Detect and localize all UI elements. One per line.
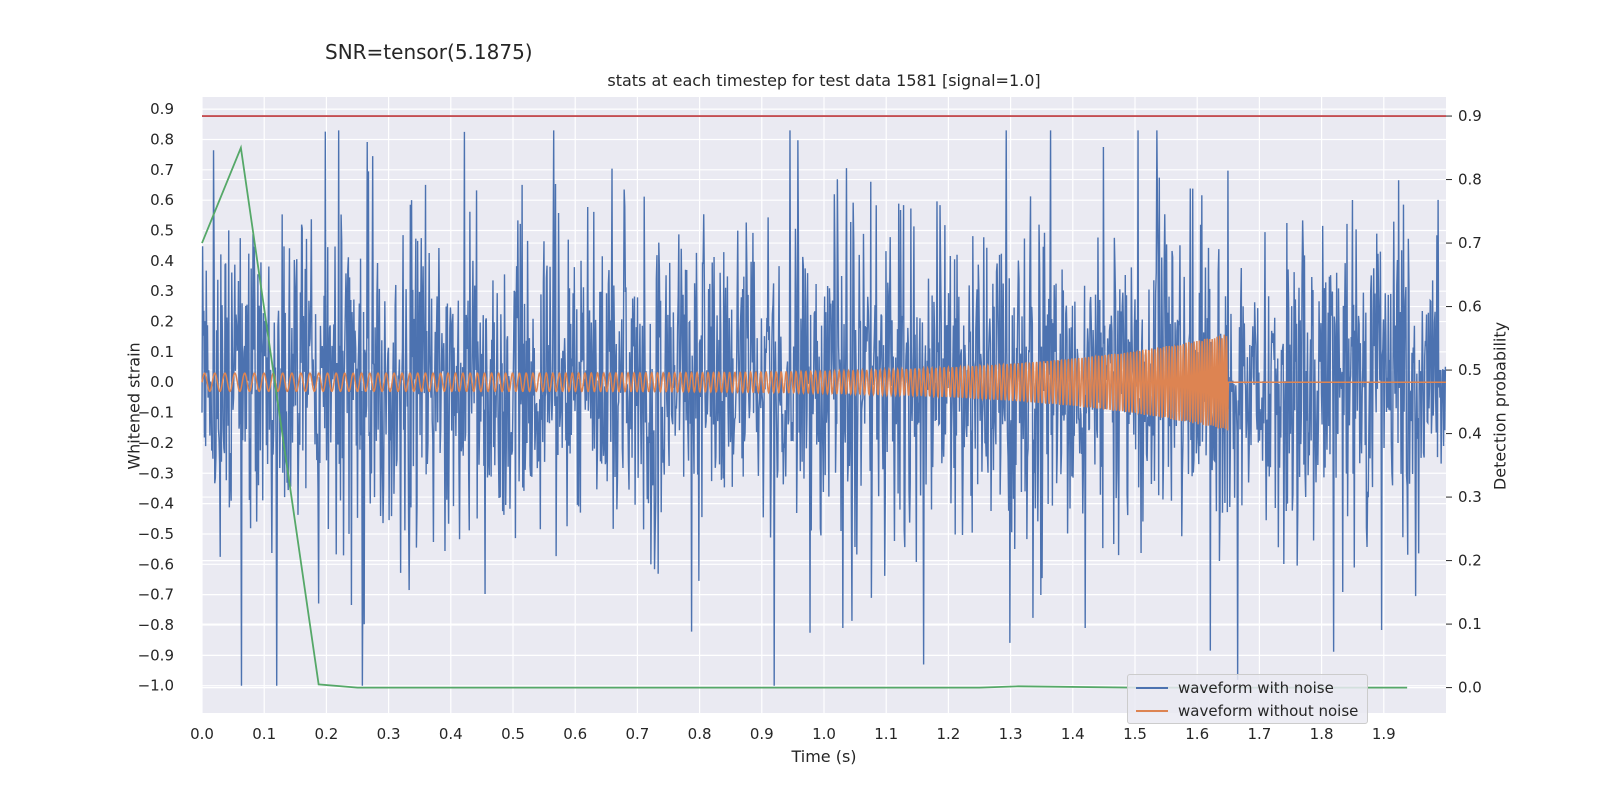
y2-tick-label-4: 0.5: [1458, 361, 1482, 379]
y-tick-label-9: 0.0: [150, 373, 174, 391]
x-tick-label-2: 0.2: [314, 725, 338, 743]
x-tick-label-9: 0.9: [750, 725, 774, 743]
y2-tick-label-1: 0.8: [1458, 171, 1482, 189]
legend-label-clean: waveform without noise: [1178, 702, 1359, 720]
legend-entry-noise: waveform with noise: [1136, 678, 1334, 698]
y-tick-label-19: −1.0: [138, 677, 174, 695]
x-tick-label-6: 0.6: [563, 725, 587, 743]
series-layer: [201, 115, 1447, 689]
x-tick-label-3: 0.3: [377, 725, 401, 743]
y-tick-label-11: −0.2: [138, 434, 174, 452]
y2-tick-label-6: 0.3: [1458, 488, 1482, 506]
legend: waveform with noise waveform without noi…: [1127, 674, 1368, 724]
y-tick-label-14: −0.5: [138, 525, 174, 543]
chart-title: stats at each timestep for test data 158…: [607, 71, 1041, 90]
y-axis-label: Whitened strain: [124, 342, 144, 470]
x-axis-label: Time (s): [791, 747, 857, 766]
x-tick-label-7: 0.7: [625, 725, 649, 743]
y2-tick-label-0: 0.9: [1458, 107, 1482, 125]
legend-label-noise: waveform with noise: [1178, 679, 1334, 697]
ticks: 0.0 0.1 0.2 0.3 0.4 0.5 0.6 0.7 0.8 0.9 1.0 1.1 1.2 1…: [138, 100, 1482, 743]
y2-axis-label: Detection probability: [1490, 321, 1510, 491]
x-tick-label-14: 1.4: [1061, 725, 1085, 743]
y2-tick-label-3: 0.6: [1458, 298, 1482, 316]
y-tick-label-4: 0.5: [150, 222, 174, 240]
y2-tick-label-2: 0.7: [1458, 234, 1482, 252]
y2-tick-label-9: 0.0: [1458, 679, 1482, 697]
y-tick-label-15: −0.6: [138, 555, 174, 573]
figure-suptitle: SNR=tensor(5.1875): [325, 40, 533, 64]
y-tick-label-10: −0.1: [138, 404, 174, 422]
x-tick-label-15: 1.5: [1123, 725, 1147, 743]
x-tick-label-17: 1.7: [1247, 725, 1271, 743]
y-tick-label-18: −0.9: [138, 646, 174, 664]
x-tick-label-16: 1.6: [1185, 725, 1209, 743]
y-tick-label-3: 0.6: [150, 191, 174, 209]
y-tick-label-2: 0.7: [150, 161, 174, 179]
x-tick-label-18: 1.8: [1310, 725, 1334, 743]
x-tick-label-19: 1.9: [1372, 725, 1396, 743]
y-tick-label-5: 0.4: [150, 252, 174, 270]
x-tick-label-13: 1.3: [999, 725, 1023, 743]
y-tick-label-0: 0.9: [150, 100, 174, 118]
y-tick-label-8: 0.1: [150, 343, 174, 361]
y-tick-label-6: 0.3: [150, 282, 174, 300]
y-tick-label-13: −0.4: [138, 495, 174, 513]
series-waveform-with-noise: [201, 130, 1447, 686]
x-tick-label-5: 0.5: [501, 725, 525, 743]
series-waveform-without-noise: [201, 334, 1446, 431]
y-tick-label-17: −0.8: [138, 616, 174, 634]
legend-swatch-noise: [1136, 687, 1168, 689]
y2-tick-label-8: 0.1: [1458, 615, 1482, 633]
y-tick-label-12: −0.3: [138, 464, 174, 482]
legend-entry-clean: waveform without noise: [1136, 701, 1358, 721]
x-tick-label-1: 0.1: [252, 725, 276, 743]
x-tick-label-0: 0.0: [190, 725, 214, 743]
x-tick-label-12: 1.2: [936, 725, 960, 743]
y-tick-label-16: −0.7: [138, 586, 174, 604]
y-tick-label-1: 0.8: [150, 130, 174, 148]
x-tick-label-10: 1.0: [812, 725, 836, 743]
y-tick-label-7: 0.2: [150, 313, 174, 331]
x-tick-label-11: 1.1: [874, 725, 898, 743]
legend-swatch-clean: [1136, 710, 1168, 712]
y2-tick-label-5: 0.4: [1458, 425, 1482, 443]
series-detection-probability: [201, 144, 1408, 689]
y2-tick-label-7: 0.2: [1458, 552, 1482, 570]
x-tick-label-4: 0.4: [439, 725, 463, 743]
x-tick-label-8: 0.8: [688, 725, 712, 743]
